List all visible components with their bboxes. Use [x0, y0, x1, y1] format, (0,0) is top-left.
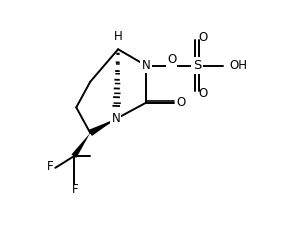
- Text: F: F: [72, 183, 79, 196]
- Text: N: N: [142, 59, 150, 72]
- Text: F: F: [47, 160, 53, 173]
- Polygon shape: [72, 133, 90, 158]
- Text: O: O: [198, 31, 208, 44]
- Text: S: S: [193, 59, 201, 72]
- Text: O: O: [176, 96, 185, 109]
- Text: OH: OH: [229, 59, 247, 72]
- Text: O: O: [198, 87, 208, 100]
- Text: H: H: [114, 30, 122, 43]
- Text: O: O: [167, 53, 176, 66]
- Polygon shape: [88, 119, 116, 136]
- Text: N: N: [112, 113, 120, 125]
